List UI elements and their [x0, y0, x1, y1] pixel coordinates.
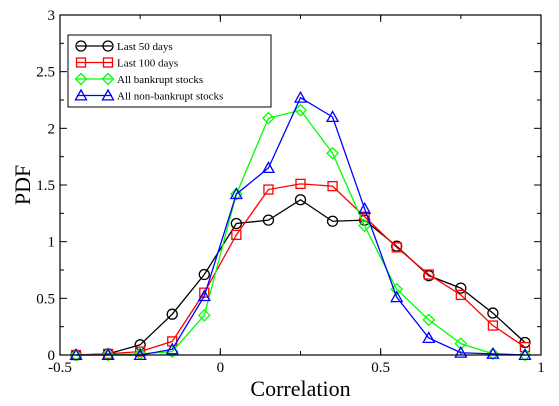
series-diamond [69, 103, 532, 362]
series-line [76, 198, 526, 356]
legend-item: All non-bankrupt stocks [74, 88, 223, 103]
data-point [358, 201, 372, 214]
legend-label: Last 50 days [117, 41, 173, 53]
data-point [231, 229, 242, 241]
data-point [295, 178, 306, 190]
y-tick-label: 2 [48, 121, 56, 137]
x-axis-label: Correlation [250, 376, 350, 401]
series-layer [69, 90, 532, 362]
legend-label: All non-bankrupt stocks [117, 91, 223, 103]
series-line [76, 109, 525, 356]
data-point [261, 161, 276, 174]
x-tick-label: 0 [217, 360, 225, 376]
data-point [455, 289, 466, 301]
y-tick-label: 1.5 [36, 178, 55, 194]
y-tick-label: 0 [48, 348, 56, 364]
data-point [455, 282, 467, 294]
y-tick-label: 1 [48, 235, 56, 251]
legend-item: Last 100 days [75, 57, 178, 70]
data-point [198, 268, 210, 281]
data-point [294, 103, 307, 117]
legend-marker [74, 72, 88, 86]
x-tick-label: -0.5 [48, 360, 72, 376]
data-point [486, 347, 500, 359]
data-point [391, 242, 402, 253]
legend-label: Last 100 days [117, 58, 178, 70]
series-triangle [69, 90, 532, 361]
data-point [262, 214, 275, 226]
legend-marker [75, 40, 87, 52]
data-point [518, 348, 532, 362]
legend-marker [102, 57, 114, 68]
data-point [358, 219, 372, 233]
y-axis-label: PDF [10, 165, 35, 205]
data-point [101, 348, 115, 362]
data-point [197, 289, 211, 302]
data-point [262, 111, 275, 125]
data-point [422, 331, 436, 344]
legend-marker [101, 72, 115, 86]
data-point [229, 187, 243, 200]
legend-marker [75, 57, 87, 68]
plot-frame [59, 14, 542, 356]
legend-item: All bankrupt stocks [74, 72, 203, 86]
y-tick-label: 2.5 [36, 65, 55, 81]
x-tick-label: 0.5 [371, 360, 390, 376]
data-point [519, 341, 531, 353]
x-tick-label: 1 [537, 360, 545, 376]
data-point [229, 187, 243, 201]
data-point [165, 342, 179, 355]
legend-marker [101, 88, 115, 101]
data-point [326, 146, 339, 160]
data-point [454, 345, 468, 358]
data-point [327, 180, 338, 192]
data-point [135, 346, 146, 357]
data-point [423, 269, 434, 280]
legend-marker [102, 40, 114, 52]
data-point [69, 348, 83, 362]
data-point [294, 194, 307, 206]
data-point [325, 110, 340, 123]
y-tick-label: 3 [48, 8, 56, 24]
series-square [70, 178, 531, 361]
series-circle [70, 194, 531, 361]
data-point [326, 215, 339, 227]
data-point [487, 320, 499, 331]
data-point [390, 290, 404, 303]
data-point [230, 217, 243, 230]
series-line [76, 96, 525, 356]
legend-label: All bankrupt stocks [117, 74, 203, 86]
data-point [293, 90, 308, 103]
data-point [486, 347, 500, 361]
data-point [454, 337, 468, 351]
data-point [422, 313, 436, 327]
data-point [166, 308, 178, 320]
data-point [197, 308, 211, 322]
data-point [487, 307, 499, 319]
y-axis-ticks: 0 0.5 1 1.5 2 2.5 3 [36, 8, 541, 364]
legend-item: Last 50 days [75, 40, 173, 53]
data-point [263, 184, 274, 195]
series-line [76, 183, 526, 356]
legend: Last 50 days Last 100 days All bankrupt st… [67, 34, 272, 108]
legend-marker [74, 88, 88, 101]
y-tick-label: 0.5 [36, 291, 55, 307]
